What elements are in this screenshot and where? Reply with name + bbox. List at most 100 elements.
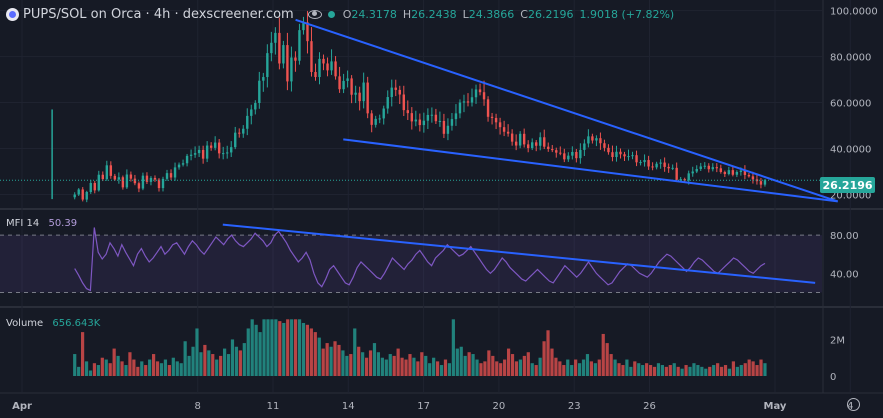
candle-body [298,30,301,61]
volume-bar [637,363,641,376]
candle-body [739,170,743,172]
volume-bar [479,363,483,376]
candle-body [535,142,538,146]
volume-bar [755,365,759,376]
volume-bar [104,359,108,376]
candle-body [286,45,289,82]
candle [514,134,518,151]
x-tick-label: May [764,401,787,412]
x-tick-label: 23 [568,401,581,412]
volume-bar [132,359,136,376]
candle-body [438,120,442,122]
candle [611,145,614,162]
candle-body [374,118,377,125]
volume-bar [621,365,625,376]
candle [330,49,333,75]
chart-header: PUPS/SOL on Orca · 4h · dexscreener.com … [6,5,674,23]
ohlc-close: 26.2196 [527,7,574,21]
candle-body [173,167,177,178]
mfi-label: MFI [6,218,24,229]
candle [727,166,731,176]
candle [699,162,702,171]
volume-bar [577,363,582,376]
volume-bar [491,355,495,376]
candle [526,140,530,153]
candle [695,165,698,174]
candle [651,162,654,171]
ohlc-readout: O24.3178 H26.2438 L24.3866 C26.2196 1.90… [342,7,675,21]
candle [153,175,157,182]
candle [599,132,602,150]
candle-body [539,137,542,146]
candle [434,108,438,125]
volume-bar [329,346,333,376]
candle-body [595,138,598,141]
candle [77,188,80,196]
volume-bar [514,361,519,376]
volume-bar [696,365,700,376]
candle [711,163,714,172]
candle-body [302,22,305,31]
candle [531,138,534,151]
candles-group [73,10,767,203]
eye-icon[interactable] [307,9,322,19]
volume-bar [467,352,471,376]
candle [374,115,377,128]
volume-bar [747,359,751,376]
candle-body [474,89,478,98]
volume-bar [435,361,440,376]
status-dot-icon [327,10,335,18]
candle-body [386,97,389,109]
candle-body [262,77,265,81]
candle [145,172,149,185]
gear-icon[interactable] [847,398,860,411]
candle [631,151,634,160]
volume-bar [605,343,609,376]
candle-body [125,174,129,188]
candle-body [370,113,373,125]
price-trendline [295,18,839,203]
volume-bar [499,363,503,376]
candle-body [402,94,405,111]
volume-bar [475,359,479,376]
price-tick-label: 60.0000 [830,99,871,110]
candle [575,148,578,163]
volume-bar [207,350,211,376]
candle [470,88,474,107]
volume-bar [451,319,455,376]
volume-bar [645,363,649,376]
volume-bar [100,357,104,376]
volume-bar [140,361,144,376]
candle-body [659,162,662,164]
candle-body [89,183,92,192]
volume-bar [325,343,329,376]
volume-bar [144,365,148,376]
volume-bar [731,361,736,376]
volume-bar [175,361,179,376]
candle-body [727,170,731,175]
candle [221,146,225,160]
candle-body [346,78,349,81]
candle-body [663,162,666,167]
candle-body [446,125,450,134]
volume-bar [234,346,239,376]
volume-bar [317,337,321,376]
candle [362,72,365,109]
volume-bar [660,365,665,376]
volume-bar [420,352,424,376]
mfi-line [74,227,766,292]
volume-bar [120,361,124,376]
volume-bar [333,341,337,376]
volume-bar [408,354,412,376]
candle [619,148,622,159]
x-tick-label: 20 [493,401,506,412]
volume-tick-label: 2M [830,335,845,346]
volume-bar [171,357,175,376]
candle [438,111,442,127]
candle [743,165,747,180]
volume-bar [739,365,743,376]
volume-bar [96,365,100,376]
candle [691,166,694,177]
volume-bar [633,361,637,376]
